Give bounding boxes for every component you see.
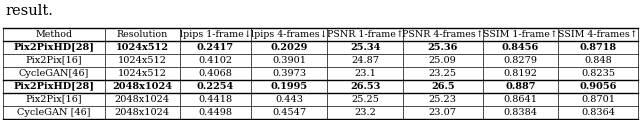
Text: 1024x512: 1024x512 [118,69,166,78]
Text: 0.2417: 0.2417 [197,43,234,52]
Text: 0.8456: 0.8456 [502,43,539,52]
Text: 0.9056: 0.9056 [579,82,617,91]
Text: SSIM 4-frames↑: SSIM 4-frames↑ [558,30,638,39]
Text: 0.443: 0.443 [275,95,303,104]
Text: 0.8384: 0.8384 [504,108,538,117]
Text: 0.3973: 0.3973 [272,69,307,78]
Text: 23.2: 23.2 [354,108,376,117]
Text: 0.8192: 0.8192 [504,69,538,78]
Text: lpips 1-frame↓: lpips 1-frame↓ [180,30,252,39]
Text: 1024x512: 1024x512 [118,56,166,65]
Text: Pix2Pix[16]: Pix2Pix[16] [26,56,82,65]
Text: 24.87: 24.87 [351,56,379,65]
Text: 0.8364: 0.8364 [581,108,615,117]
Text: 25.25: 25.25 [351,95,379,104]
Text: 0.4547: 0.4547 [272,108,307,117]
Text: 23.25: 23.25 [429,69,457,78]
Text: 23.07: 23.07 [429,108,457,117]
Text: 0.3901: 0.3901 [272,56,307,65]
Text: 26.5: 26.5 [431,82,454,91]
Text: lpips 4-frames↓: lpips 4-frames↓ [251,30,328,39]
Text: 2048x1024: 2048x1024 [112,82,172,91]
Text: 25.09: 25.09 [429,56,456,65]
Text: 0.2254: 0.2254 [197,82,234,91]
Text: PSNR 4-frames↑: PSNR 4-frames↑ [402,30,484,39]
Text: 0.1995: 0.1995 [271,82,308,91]
Text: 25.36: 25.36 [428,43,458,52]
Text: 0.4498: 0.4498 [198,108,232,117]
Text: PSNR 1-frame↑: PSNR 1-frame↑ [326,30,403,39]
Text: 0.4418: 0.4418 [198,95,232,104]
Text: 25.23: 25.23 [429,95,457,104]
Text: result.: result. [5,4,53,18]
Text: Resolution: Resolution [116,30,168,39]
Text: 0.8641: 0.8641 [504,95,538,104]
Text: 23.1: 23.1 [354,69,376,78]
Text: Method: Method [35,30,72,39]
Text: 0.4068: 0.4068 [198,69,232,78]
Text: 0.8235: 0.8235 [581,69,615,78]
Text: 26.53: 26.53 [350,82,380,91]
Text: 2048x1024: 2048x1024 [115,108,170,117]
Text: Pix2Pix[16]: Pix2Pix[16] [26,95,82,104]
Text: SSIM 1-frame↑: SSIM 1-frame↑ [483,30,558,39]
Text: Pix2PixHD[28]: Pix2PixHD[28] [13,82,94,91]
Text: CycleGAN[46]: CycleGAN[46] [19,69,89,78]
Text: 0.2029: 0.2029 [271,43,308,52]
Text: 1024x512: 1024x512 [116,43,169,52]
Text: 0.8701: 0.8701 [581,95,615,104]
Text: 2048x1024: 2048x1024 [115,95,170,104]
Text: 0.848: 0.848 [584,56,612,65]
Text: CycleGAN [46]: CycleGAN [46] [17,108,91,117]
Text: 0.4102: 0.4102 [198,56,232,65]
Text: Pix2PixHD[28]: Pix2PixHD[28] [13,43,94,52]
Text: 0.8718: 0.8718 [579,43,616,52]
Text: 0.887: 0.887 [505,82,536,91]
Text: 0.8279: 0.8279 [504,56,538,65]
Text: 25.34: 25.34 [350,43,380,52]
